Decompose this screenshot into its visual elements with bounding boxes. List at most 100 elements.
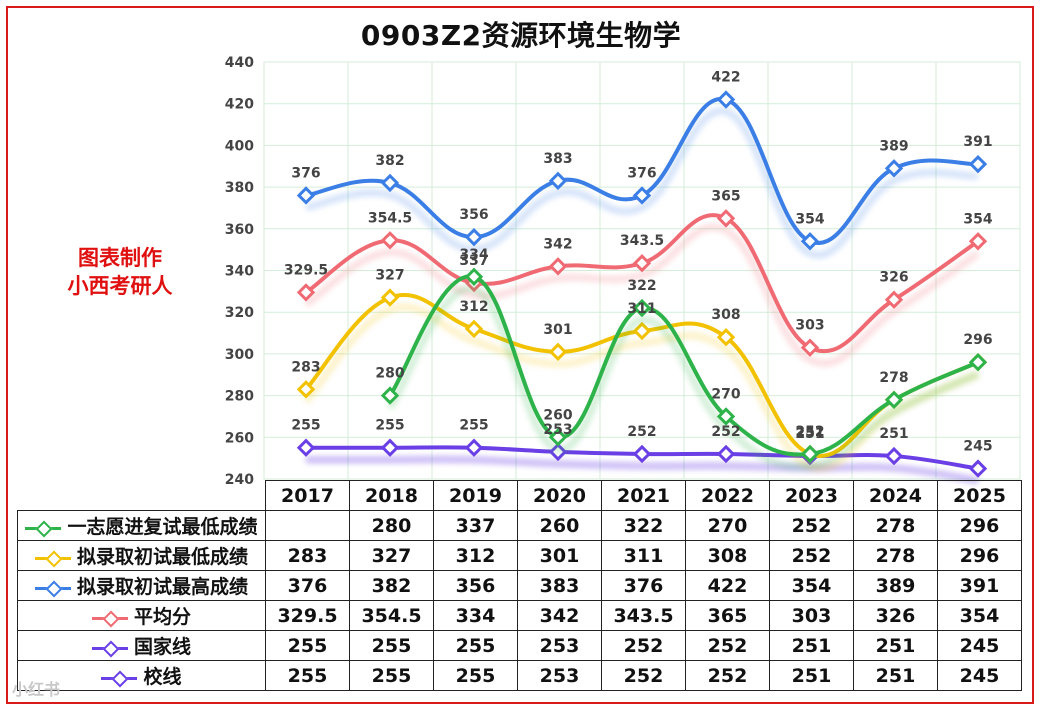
table-row: 一志愿进复试最低成绩 280 337 260 322 270 252 278 296 — [17, 510, 1022, 541]
table-corner — [17, 480, 266, 511]
table-cell: 322 — [601, 510, 686, 541]
legend-marker-icon — [91, 610, 128, 627]
legend-marker-icon — [25, 520, 62, 537]
table-cell: 296 — [937, 510, 1022, 541]
data-label: 389 — [879, 138, 908, 154]
data-label: 278 — [879, 370, 908, 386]
table-cell: 296 — [937, 540, 1022, 571]
table-cell: 255 — [265, 630, 350, 661]
data-label: 356 — [459, 207, 488, 223]
table-cell: 255 — [433, 660, 518, 691]
data-point-marker — [548, 171, 568, 191]
data-point-marker — [464, 227, 484, 247]
table-cell: 255 — [349, 630, 434, 661]
data-point-marker — [380, 288, 400, 307]
data-point-marker — [884, 159, 904, 178]
data-point-marker — [380, 173, 400, 193]
data-label: 252 — [627, 424, 656, 440]
legend-marker-icon — [34, 550, 71, 567]
side-note: 图表制作 小西考研人 — [40, 244, 200, 300]
data-label: 354.5 — [368, 210, 412, 226]
table-cell — [265, 510, 350, 541]
data-point-marker — [632, 321, 652, 341]
data-label: 326 — [879, 270, 908, 286]
table-row: 校线 255 255 255 253 252 252 251 251 245 — [17, 660, 1022, 691]
chart-title: 0903Z2资源环境生物学 — [360, 19, 682, 52]
data-point-marker — [968, 353, 988, 372]
data-table: 2017 2018 2019 2020 2021 2022 2023 2024 … — [17, 480, 1022, 691]
data-label: 270 — [711, 386, 740, 402]
data-label: 311 — [627, 301, 656, 317]
watermark-logo: 小红书 — [12, 680, 61, 699]
table-cell: 251 — [853, 630, 938, 661]
data-point-marker — [968, 232, 988, 251]
data-label: 283 — [291, 359, 320, 375]
data-label: 342 — [543, 236, 572, 252]
data-label: 251 — [879, 426, 908, 442]
table-cell: 252 — [769, 510, 854, 541]
table-cell: 356 — [433, 570, 518, 601]
table-cell: 283 — [265, 540, 350, 571]
year-header: 2024 — [853, 480, 938, 511]
data-point-marker — [296, 438, 316, 457]
data-label: 365 — [711, 188, 740, 204]
y-tick-label: 300 — [225, 347, 254, 363]
year-header: 2018 — [349, 480, 434, 511]
data-label: 334 — [459, 247, 488, 263]
legend-marker-icon — [91, 640, 128, 657]
table-cell: 354 — [769, 570, 854, 601]
data-label: 245 — [963, 439, 992, 455]
table-cell: 389 — [853, 570, 938, 601]
data-point-marker — [548, 342, 568, 362]
data-label: 382 — [375, 153, 404, 169]
data-point-marker — [884, 390, 904, 409]
table-cell: 303 — [769, 600, 854, 631]
data-label: 255 — [291, 418, 320, 434]
year-header: 2022 — [685, 480, 770, 511]
data-label: 280 — [375, 366, 404, 382]
series-shadow — [305, 455, 979, 485]
data-label: 253 — [543, 422, 572, 438]
table-row: 国家线 255 255 255 253 252 252 251 251 245 — [17, 630, 1022, 661]
data-point-marker — [296, 186, 316, 205]
year-header: 2023 — [769, 480, 854, 511]
table-cell: 278 — [853, 510, 938, 541]
data-label: 383 — [543, 151, 572, 167]
data-label: 376 — [291, 165, 320, 181]
table-cell: 308 — [685, 540, 770, 571]
data-point-marker — [884, 446, 904, 466]
table-cell: 260 — [517, 510, 602, 541]
table-cell: 376 — [265, 570, 350, 601]
data-label: 251 — [795, 426, 824, 442]
year-header: 2019 — [433, 480, 518, 511]
year-header: 2017 — [265, 480, 350, 511]
data-label: 322 — [627, 278, 656, 294]
data-point-marker — [632, 444, 652, 464]
data-point-marker — [632, 298, 652, 318]
data-point-marker — [548, 257, 568, 276]
y-tick-label: 360 — [225, 222, 254, 238]
data-point-marker — [884, 290, 904, 309]
table-cell: 255 — [433, 630, 518, 661]
side-note-line-1: 图表制作 — [78, 246, 162, 270]
table-cell: 245 — [937, 630, 1022, 661]
data-label: 301 — [543, 322, 572, 338]
data-point-marker — [716, 407, 736, 426]
table-cell: 301 — [517, 540, 602, 571]
data-point-marker — [380, 231, 400, 250]
table-cell: 337 — [433, 510, 518, 541]
table-cell: 253 — [517, 630, 602, 661]
table-cell: 329.5 — [265, 600, 350, 631]
table-row: 拟录取初试最低成绩 283 327 312 301 311 308 252 278 296 — [17, 540, 1022, 571]
side-note-line-2: 小西考研人 — [67, 274, 173, 298]
table-cell: 365 — [685, 600, 770, 631]
table-cell: 422 — [685, 570, 770, 601]
data-point-marker — [632, 254, 652, 273]
table-cell: 252 — [769, 540, 854, 571]
data-label: 337 — [459, 253, 488, 269]
data-point-marker — [296, 380, 316, 399]
data-point-marker — [716, 444, 736, 464]
series-legend-cell: 拟录取初试最低成绩 — [17, 540, 266, 571]
series-shadow — [305, 107, 979, 259]
